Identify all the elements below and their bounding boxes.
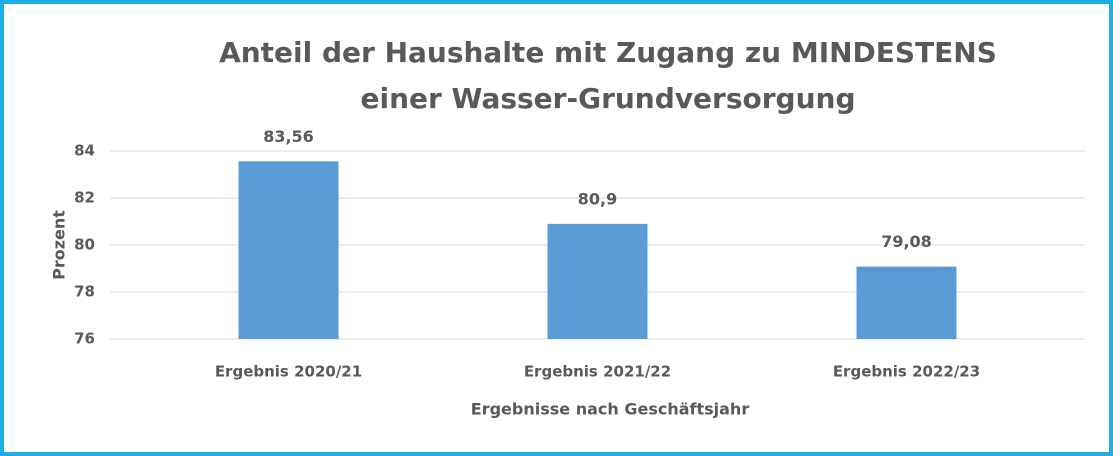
y-tick-label: 84 (74, 142, 95, 160)
y-tick-label: 78 (74, 283, 95, 301)
data-label: 79,08 (881, 232, 932, 251)
chart-title: einer Wasser-Grundversorgung (360, 82, 855, 115)
y-axis-title: Prozent (50, 210, 69, 280)
bar (856, 266, 957, 339)
y-tick-label: 76 (74, 330, 95, 348)
chart-title: Anteil der Haushalte mit Zugang zu MINDE… (219, 36, 997, 69)
x-tick-label: Ergebnis 2021/22 (524, 363, 671, 381)
x-tick-label: Ergebnis 2022/23 (833, 363, 980, 381)
bar (547, 223, 648, 339)
y-tick-label: 82 (74, 189, 95, 207)
data-label: 80,9 (578, 189, 617, 208)
bar (238, 161, 339, 339)
data-label: 83,56 (263, 127, 314, 146)
x-axis-title: Ergebnisse nach Geschäftsjahr (471, 400, 750, 419)
x-tick-label: Ergebnis 2020/21 (215, 363, 362, 381)
y-tick-label: 80 (74, 236, 95, 254)
